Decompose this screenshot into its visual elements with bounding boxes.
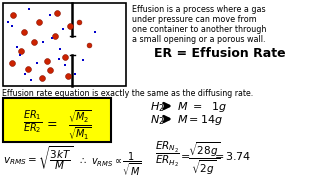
Text: $H_2$: $H_2$ — [150, 100, 164, 114]
Text: $M = 14g$: $M = 14g$ — [177, 113, 223, 127]
Text: ER = Effusion Rate: ER = Effusion Rate — [154, 47, 286, 60]
Text: $\therefore\ v_{RMS}\propto\dfrac{1}{\sqrt{M}}$: $\therefore\ v_{RMS}\propto\dfrac{1}{\sq… — [78, 150, 142, 178]
Bar — [3, 3, 126, 86]
Text: a small opening or a porous wall.: a small opening or a porous wall. — [132, 35, 266, 44]
Text: under pressure can move from: under pressure can move from — [132, 15, 257, 24]
Text: $\frac{\sqrt{M_2}}{\sqrt{M_1}}$: $\frac{\sqrt{M_2}}{\sqrt{M_1}}$ — [68, 108, 92, 141]
Text: $N_2$: $N_2$ — [150, 113, 164, 127]
Text: $\dfrac{ER_{N_2}}{ER_{H_2}}$: $\dfrac{ER_{N_2}}{ER_{H_2}}$ — [155, 140, 180, 169]
Text: $\dfrac{\sqrt{28g}}{\sqrt{2g}}$: $\dfrac{\sqrt{28g}}{\sqrt{2g}}$ — [188, 140, 220, 177]
Text: $M\ =\ \ 1g$: $M\ =\ \ 1g$ — [177, 100, 227, 114]
Text: $=$: $=$ — [44, 116, 58, 129]
Bar — [3, 98, 111, 142]
Text: $\frac{ER_1}{ER_2}$: $\frac{ER_1}{ER_2}$ — [23, 108, 43, 136]
Text: Effusion is a process where a gas: Effusion is a process where a gas — [132, 5, 266, 14]
Text: $= 3.74$: $= 3.74$ — [212, 150, 251, 162]
Text: Effusion rate equation is exactly the same as the diffusing rate.: Effusion rate equation is exactly the sa… — [2, 89, 253, 98]
Text: $v_{RMS}=\sqrt{\dfrac{3kT}{M}}$: $v_{RMS}=\sqrt{\dfrac{3kT}{M}}$ — [3, 145, 73, 173]
Text: one container to another through: one container to another through — [132, 25, 266, 34]
Text: $=$: $=$ — [178, 150, 190, 160]
